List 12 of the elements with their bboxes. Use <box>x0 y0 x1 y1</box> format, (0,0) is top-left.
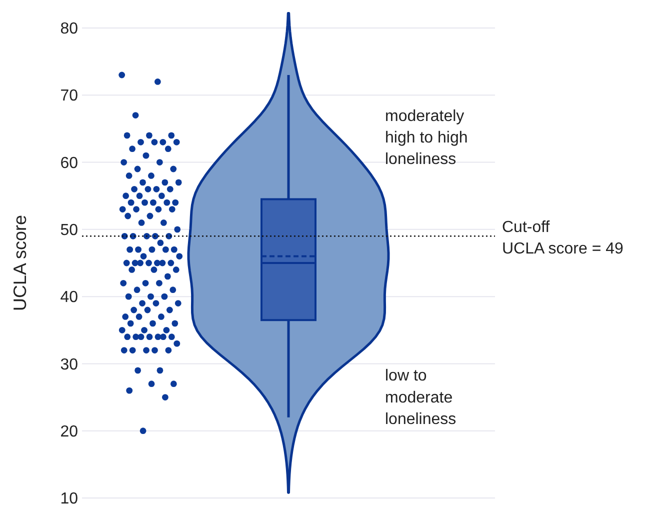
y-tick-label: 20 <box>60 423 78 440</box>
y-tick-label: 40 <box>60 289 78 306</box>
y-axis-title: UCLA score <box>10 214 30 312</box>
y-tick-label: 50 <box>60 222 78 240</box>
y-tick-label: 10 <box>60 490 78 508</box>
ref-line-label: Cut-off UCLA score = 49 <box>502 219 624 258</box>
y-tick-label: 60 <box>60 154 78 172</box>
y-tick-label: 30 <box>60 356 78 374</box>
annotation: low to moderate loneliness <box>385 368 456 428</box>
y-tick-label: 80 <box>60 20 78 38</box>
annotation: moderately high to high loneliness <box>385 108 468 168</box>
y-tick-label: 70 <box>60 88 78 105</box>
